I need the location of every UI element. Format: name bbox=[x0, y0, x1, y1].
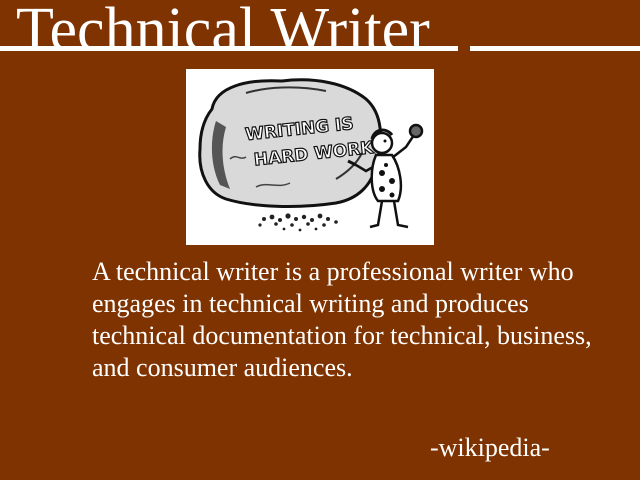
definition-text: A technical writer is a professional wri… bbox=[92, 257, 592, 382]
title-underline-gap bbox=[458, 44, 470, 53]
caveman-boulder-icon: WRITING IS HARD WORK bbox=[198, 78, 424, 232]
source-attribution: -wikipedia- bbox=[430, 433, 550, 462]
slide-title: Technical Writer bbox=[16, 0, 430, 64]
title-underline bbox=[0, 46, 640, 51]
cartoon-illustration: WRITING IS HARD WORK bbox=[186, 69, 434, 245]
